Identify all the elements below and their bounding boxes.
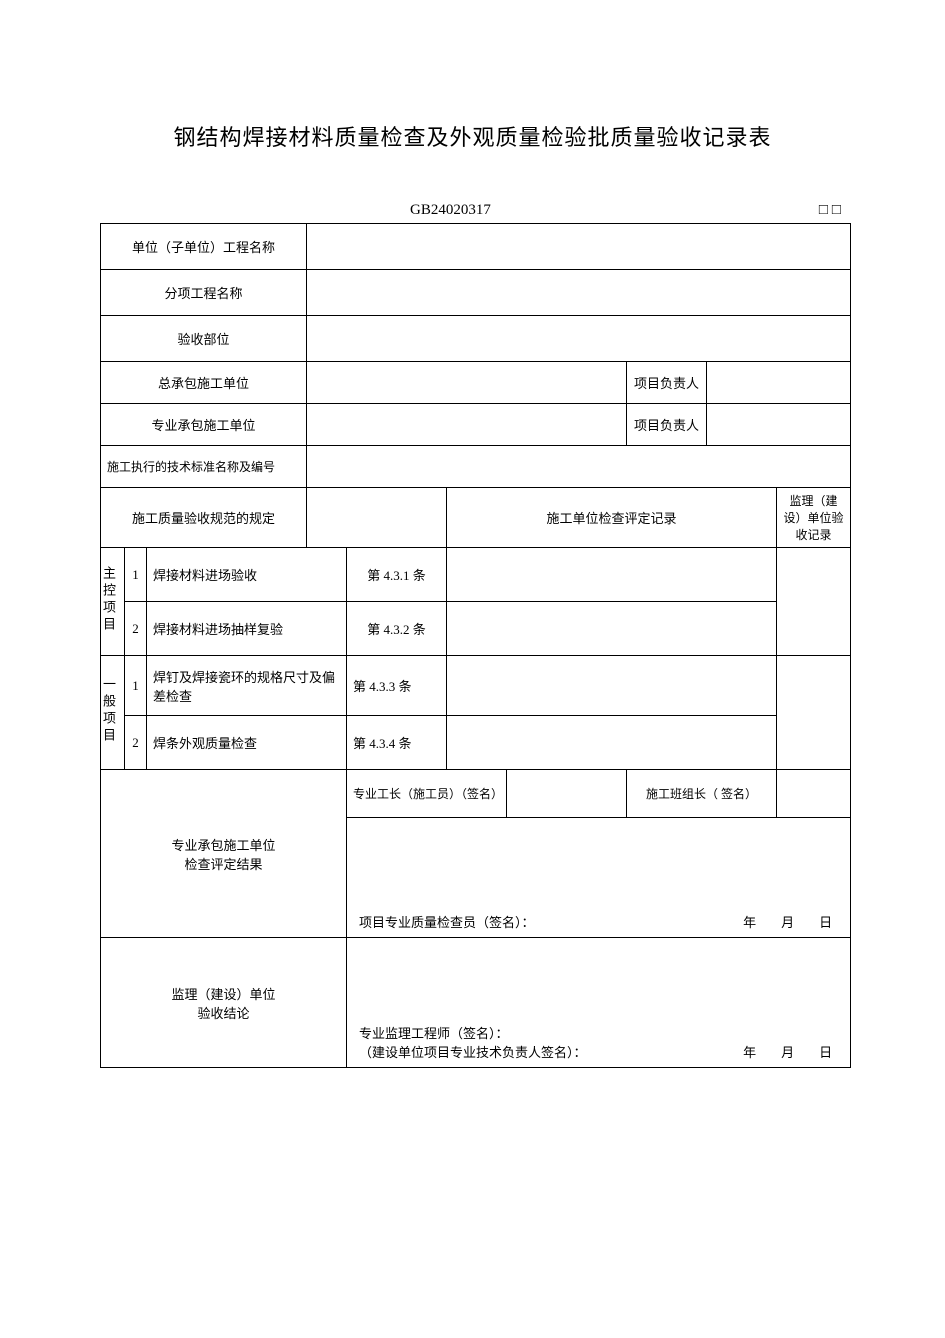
general-item-2-name: 焊条外观质量检查 (147, 716, 347, 770)
main-item-2-num: 2 (125, 602, 147, 656)
label-acceptance-position: 验收部位 (101, 316, 307, 362)
label-specialty-contractor: 专业承包施工单位 (101, 404, 307, 446)
supervisor-conclusion-l1: 监理（建设）单位 (107, 984, 340, 1003)
main-item-1-check[interactable] (447, 548, 777, 602)
team-leader-label: 施工班组长（ 签名） (627, 770, 777, 818)
field-sub-project[interactable] (307, 270, 851, 316)
main-items-supervisor[interactable] (777, 548, 851, 656)
general-item-1-check[interactable] (447, 656, 777, 716)
field-project-leader-2[interactable] (707, 404, 851, 446)
inspection-form-table: 单位（子单位）工程名称 分项工程名称 验收部位 总承包施工单位 项目负责人 专业… (100, 223, 851, 1068)
general-item-2-num: 2 (125, 716, 147, 770)
general-item-2-check[interactable] (447, 716, 777, 770)
field-specialty-contractor[interactable] (307, 404, 627, 446)
main-item-2-name: 焊接材料进场抽样复验 (147, 602, 347, 656)
general-item-1-clause: 第 4.3.3 条 (347, 656, 447, 716)
label-unit-project: 单位（子单位）工程名称 (101, 224, 307, 270)
header-supervisor-check: 监理（建设）单位验收记录 (777, 488, 851, 548)
label-tech-standard: 施工执行的技术标准名称及编号 (101, 446, 307, 488)
foreman-sign[interactable] (507, 770, 627, 818)
label-sub-project: 分项工程名称 (101, 270, 307, 316)
date-label-2: 年 月 日 (743, 1042, 838, 1061)
header-contractor-check: 施工单位检查评定记录 (447, 488, 777, 548)
label-general-contractor: 总承包施工单位 (101, 362, 307, 404)
contractor-result-block[interactable]: 项目专业质量检查员（签名）： 年 月 日 (347, 818, 851, 938)
main-items-vertical-text: 主控项目 (107, 566, 118, 634)
contractor-result-l2: 检查评定结果 (107, 854, 340, 873)
code-row: GB24020317 □□ (100, 202, 845, 219)
quality-inspector-label: 项目专业质量检查员（签名）： (359, 915, 535, 930)
supervisor-conclusion-block[interactable]: 专业监理工程师（签名）： （建设单位项目专业技术负责人签名）： 年 月 日 (347, 938, 851, 1068)
general-items-group-label: 一般项目 (101, 656, 125, 770)
general-items-vertical-text: 一般项目 (107, 677, 118, 745)
supervisor-conclusion-l2: 验收结论 (107, 1003, 340, 1022)
contractor-result-label: 专业承包施工单位 检查评定结果 (101, 770, 347, 938)
label-project-leader-1: 项目负责人 (627, 362, 707, 404)
main-item-2-check[interactable] (447, 602, 777, 656)
document-title: 钢结构焊接材料质量检查及外观质量检验批质量验收记录表 (100, 120, 845, 152)
form-code: GB24020317 (410, 202, 785, 219)
supervisor-engineer-label: 专业监理工程师（签名）： (359, 1023, 838, 1042)
contractor-result-l1: 专业承包施工单位 (107, 835, 340, 854)
checkbox-placeholder: □□ (785, 202, 845, 219)
foreman-label: 专业工长（施工员）（签名） (347, 770, 507, 818)
field-tech-standard[interactable] (307, 446, 851, 488)
general-item-2-clause: 第 4.3.4 条 (347, 716, 447, 770)
date-label-1: 年 月 日 (743, 912, 838, 931)
main-item-1-name: 焊接材料进场验收 (147, 548, 347, 602)
field-acceptance-position[interactable] (307, 316, 851, 362)
main-item-2-clause: 第 4.3.2 条 (347, 602, 447, 656)
header-spec-blank (307, 488, 447, 548)
owner-rep-label: （建设单位项目专业技术负责人签名）： (359, 1045, 587, 1060)
team-leader-sign[interactable] (777, 770, 851, 818)
main-items-group-label: 主控项目 (101, 548, 125, 656)
general-items-supervisor[interactable] (777, 656, 851, 770)
general-item-1-name: 焊钉及焊接瓷环的规格尺寸及偏差检查 (147, 656, 347, 716)
field-project-leader-1[interactable] (707, 362, 851, 404)
supervisor-conclusion-label: 监理（建设）单位 验收结论 (101, 938, 347, 1068)
field-unit-project[interactable] (307, 224, 851, 270)
general-item-1-num: 1 (125, 656, 147, 716)
main-item-1-num: 1 (125, 548, 147, 602)
label-project-leader-2: 项目负责人 (627, 404, 707, 446)
header-spec: 施工质量验收规范的规定 (101, 488, 307, 548)
main-item-1-clause: 第 4.3.1 条 (347, 548, 447, 602)
field-general-contractor[interactable] (307, 362, 627, 404)
